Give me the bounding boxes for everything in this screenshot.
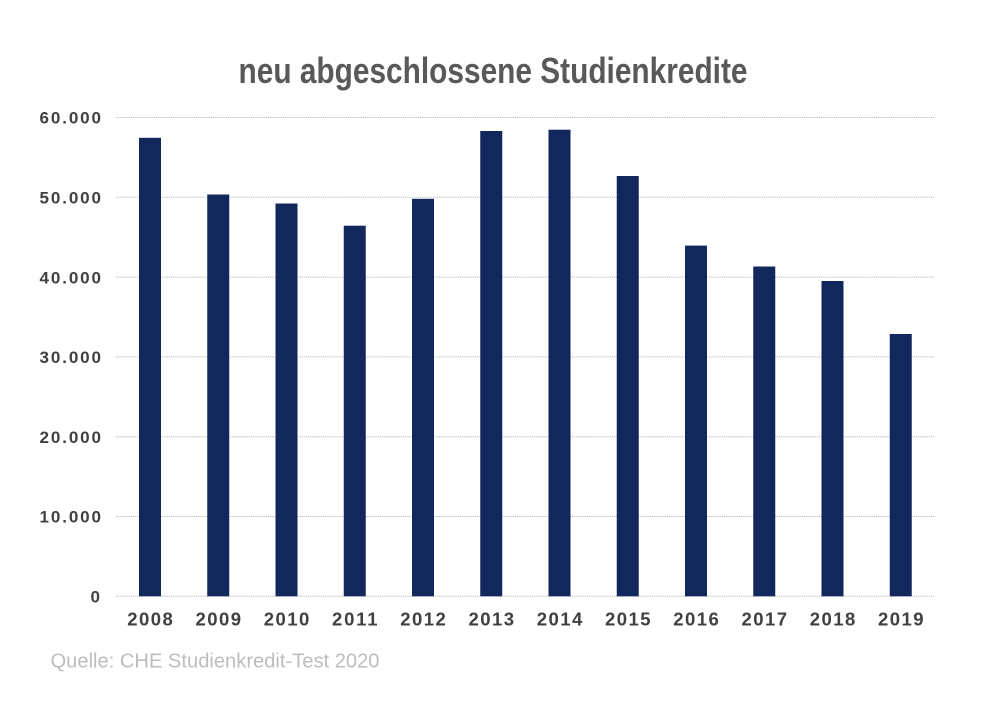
svg-text:2012: 2012 (400, 609, 446, 630)
svg-text:2018: 2018 (810, 609, 856, 630)
svg-text:40.000: 40.000 (40, 268, 102, 287)
svg-text:2019: 2019 (878, 609, 924, 630)
svg-text:2017: 2017 (742, 609, 788, 630)
svg-text:2014: 2014 (537, 609, 583, 630)
svg-text:50.000: 50.000 (40, 189, 102, 208)
svg-text:60.000: 60.000 (40, 109, 102, 128)
svg-text:2016: 2016 (673, 609, 719, 630)
svg-text:2010: 2010 (264, 609, 310, 630)
svg-text:2013: 2013 (469, 609, 515, 630)
svg-text:2008: 2008 (127, 609, 173, 630)
svg-text:2009: 2009 (196, 609, 242, 630)
svg-text:30.000: 30.000 (40, 348, 102, 367)
svg-text:20.000: 20.000 (40, 428, 102, 447)
svg-text:0: 0 (91, 588, 100, 607)
svg-text:10.000: 10.000 (40, 508, 102, 527)
svg-text:2015: 2015 (605, 609, 651, 630)
svg-text:Quelle: CHE Studienkredit-Test: Quelle: CHE Studienkredit-Test 2020 (51, 651, 380, 673)
svg-text:neu abgeschlossene Studienkred: neu abgeschlossene Studienkredite (239, 50, 748, 91)
